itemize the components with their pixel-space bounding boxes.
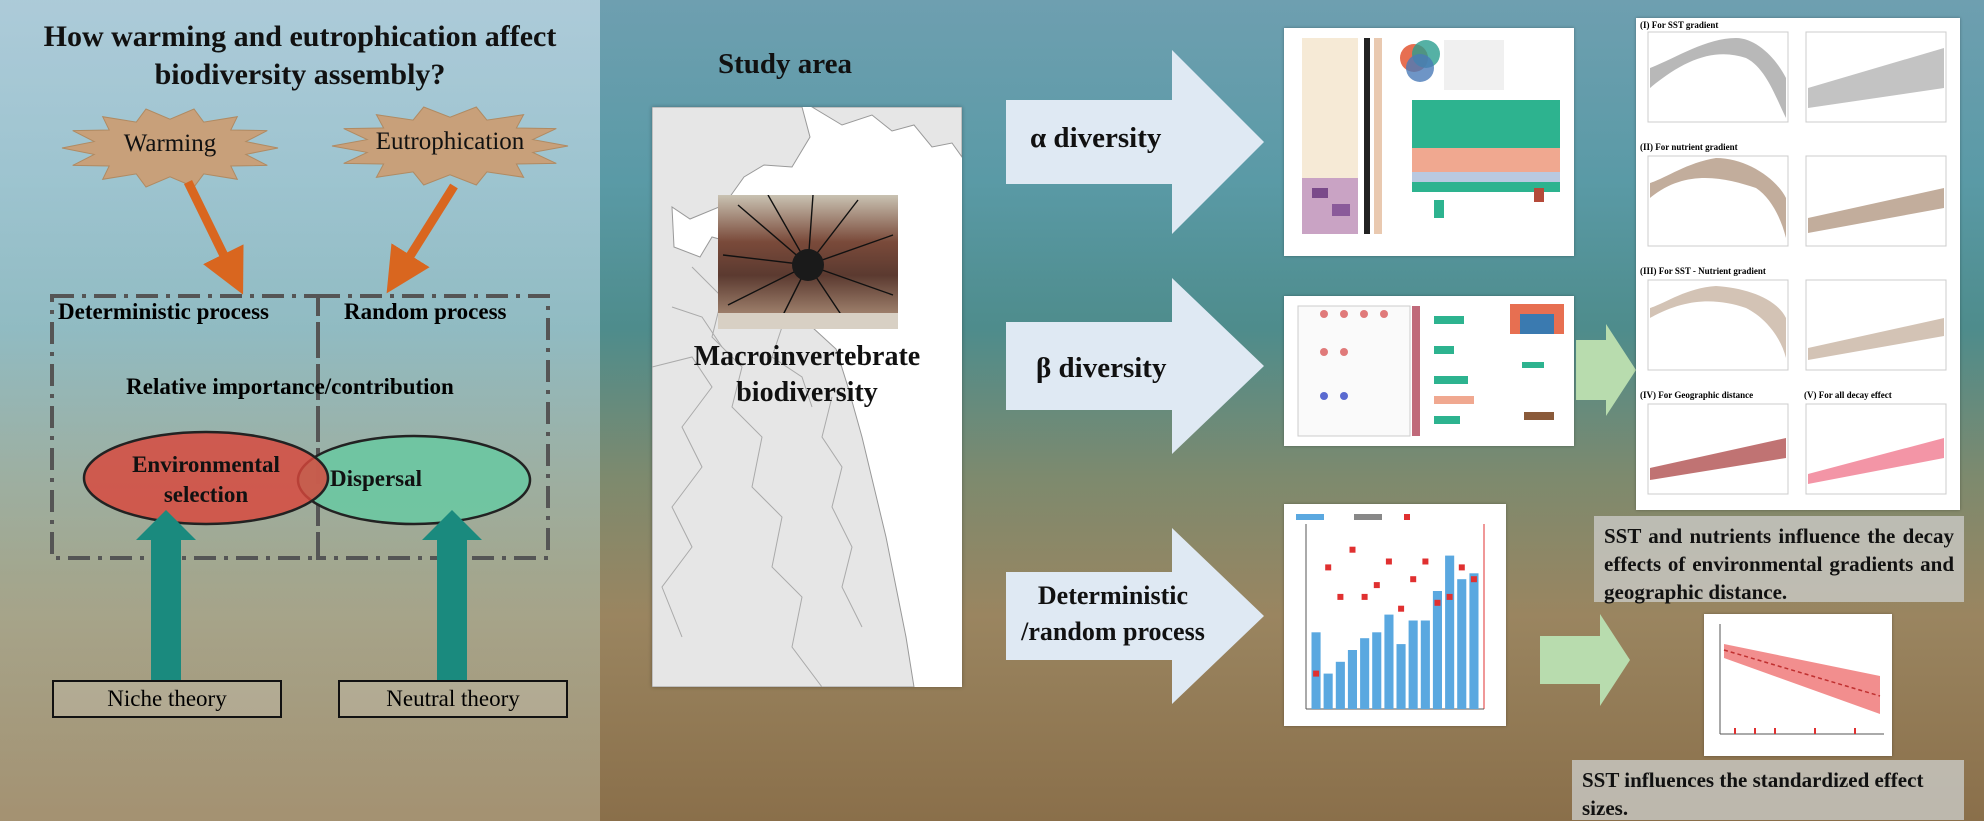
bar	[1384, 614, 1394, 709]
bar	[1457, 579, 1467, 709]
warming-arrow	[183, 180, 244, 295]
point	[1458, 564, 1465, 571]
beta-label: β diversity	[1036, 352, 1167, 384]
teal-arrows	[136, 510, 482, 680]
niche-arrow	[136, 510, 196, 680]
bar	[1445, 555, 1455, 709]
caption-decay: SST and nutrients influence the decay ef…	[1594, 516, 1964, 604]
left-title: How warming and eutrophication affect bi…	[43, 20, 557, 91]
point	[1325, 564, 1332, 571]
bar	[1396, 644, 1406, 709]
point	[1434, 599, 1441, 606]
point	[1470, 576, 1477, 583]
relative-importance-label: Relative importance/contribution	[126, 374, 454, 399]
point	[1410, 576, 1417, 583]
bar	[1347, 650, 1357, 709]
neutral-theory-box: Neutral theory	[338, 680, 568, 718]
point	[1349, 546, 1356, 553]
orange-arrows	[183, 180, 458, 295]
legend-swatch-point	[1404, 514, 1410, 520]
decay-figure: (I) For SST gradient (II) For nutrient g…	[1636, 18, 1960, 510]
legend-swatch-grey	[1354, 514, 1382, 520]
bar	[1469, 573, 1479, 709]
environmental-selection-ellipse	[82, 430, 330, 526]
bar	[1408, 620, 1418, 709]
beta-figure	[1284, 296, 1574, 446]
niche-theory-box: Niche theory	[52, 680, 282, 718]
eutrophication-arrow	[386, 183, 458, 294]
bar	[1432, 591, 1442, 709]
alpha-figure	[1284, 28, 1574, 256]
eutrophication-burst	[331, 106, 569, 186]
deterministic-process-label: Deterministic process	[58, 299, 269, 324]
random-process-label: Random process	[344, 299, 507, 324]
warming-label: Warming	[123, 130, 217, 157]
panel-v-label: (V) For all decay effect	[1804, 390, 1892, 400]
alpha-arrow	[1006, 50, 1264, 234]
panel-iii-label: (III) For SST - Nutrient gradient	[1640, 266, 1766, 276]
eutrophication-label: Eutrophication	[375, 128, 525, 155]
study-area-title: Study area	[718, 48, 853, 80]
study-area-map: Macroinvertebrate biodiversity	[651, 106, 963, 688]
caption-ses: SST influences the standardized effect s…	[1572, 760, 1964, 820]
legend-swatch-bar	[1296, 514, 1324, 520]
point	[1313, 670, 1320, 677]
bar	[1323, 673, 1333, 709]
ses-figure	[1704, 614, 1892, 756]
environmental-selection-label: Environmental selection	[132, 452, 280, 507]
macroinvertebrate-label: Macroinvertebrate biodiversity	[693, 341, 921, 408]
det-random-arrow	[1006, 528, 1264, 704]
point	[1398, 605, 1405, 612]
alpha-label: α diversity	[1030, 122, 1162, 154]
bar	[1372, 632, 1382, 709]
bar	[1420, 620, 1430, 709]
beta-arrow	[1006, 278, 1264, 454]
panel-iv-label: (IV) For Geographic distance	[1640, 390, 1754, 400]
point	[1385, 558, 1392, 565]
process-boxes	[50, 294, 550, 560]
sea-urchin-photo	[718, 194, 898, 329]
point	[1446, 593, 1453, 600]
point	[1422, 558, 1429, 565]
point	[1373, 582, 1380, 589]
panel-i-label: (I) For SST gradient	[1640, 20, 1719, 30]
decay-panels	[1647, 31, 1947, 495]
point	[1361, 593, 1368, 600]
panel-ii-label: (II) For nutrient gradient	[1640, 142, 1738, 152]
warming-burst	[61, 108, 279, 188]
green-arrow-2	[1540, 614, 1630, 706]
bar-chart	[1296, 514, 1485, 710]
dispersal-label: Dispersal	[330, 466, 422, 491]
det-random-label: Deterministic /random process	[1021, 581, 1205, 646]
green-arrow-1	[1576, 324, 1636, 416]
ellipses	[82, 430, 532, 526]
neutral-arrow	[422, 510, 482, 680]
bar	[1335, 661, 1345, 709]
point	[1337, 593, 1344, 600]
bar	[1360, 638, 1370, 709]
bar-chart-figure	[1284, 504, 1506, 726]
